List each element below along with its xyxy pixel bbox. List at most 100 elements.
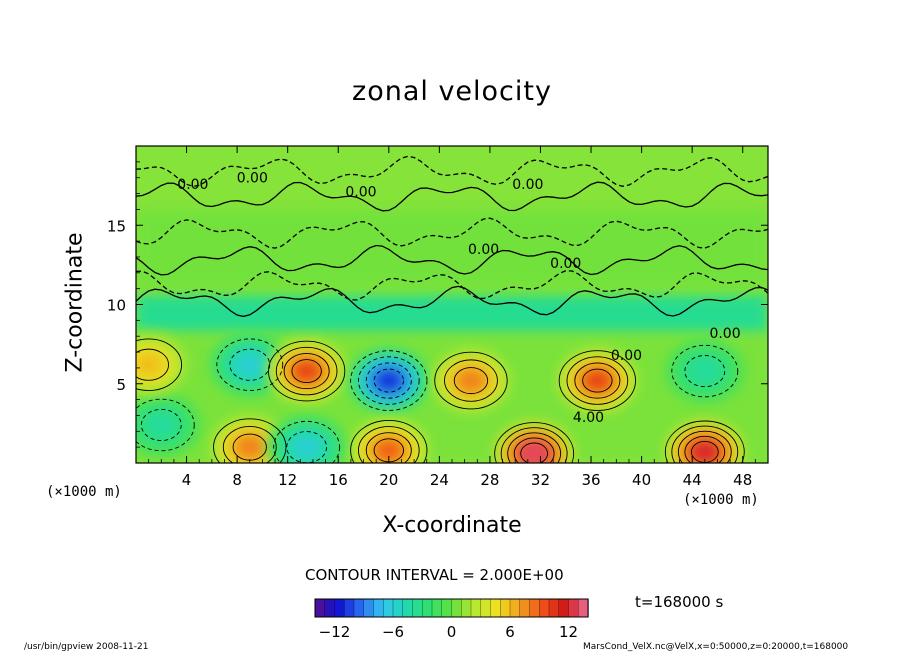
x-tick-label: 40	[632, 471, 651, 489]
contour-ring	[222, 426, 277, 463]
colorbar-segment	[412, 598, 423, 618]
contour-ring	[357, 356, 420, 405]
x-tick-label: 24	[430, 471, 449, 489]
contour-interval-label: CONTOUR INTERVAL = 2.000E+00	[305, 566, 564, 584]
contour-line	[136, 244, 768, 276]
x-tick-label: 12	[278, 471, 297, 489]
contour-line	[136, 217, 768, 249]
contour-ring	[140, 408, 182, 442]
contour-ring	[268, 340, 346, 402]
y-axis-ticks: 5 10 15	[107, 161, 768, 448]
contour-ring	[216, 338, 284, 391]
field-feature	[431, 348, 511, 413]
x-tick-label: 8	[232, 471, 242, 489]
y-tick-label: 15	[107, 217, 126, 235]
x-axis-unit-right: (×1000 m)	[683, 492, 759, 508]
chart-title: zonal velocity	[352, 76, 552, 107]
colorbar-segment	[451, 598, 462, 618]
x-tick-label: 36	[581, 471, 600, 489]
contour-label: 4.00	[573, 410, 604, 426]
x-tick-label: 4	[182, 471, 192, 489]
colorbar-segment	[519, 598, 531, 618]
contour-ring	[373, 368, 404, 393]
colorbar-tick-label: −12	[319, 623, 351, 641]
colorbar-segment	[324, 598, 336, 618]
x-tick-label: 44	[683, 471, 702, 489]
colorbar-segment	[383, 598, 394, 618]
contour-ring	[136, 398, 195, 452]
contour-ring	[273, 420, 341, 463]
contour-ring	[453, 367, 489, 395]
colorbar-segment	[548, 598, 560, 618]
footer-right: MarsCond_VelX.nc@VelX,x=0:50000,z=0:2000…	[583, 642, 849, 652]
contour-ring	[520, 442, 549, 463]
contour-ring	[286, 431, 328, 463]
contour-line	[136, 155, 768, 188]
contour-ring	[664, 420, 745, 463]
colorbar-segment	[441, 598, 453, 618]
colorbar-segment	[558, 598, 570, 618]
time-label: t=168000 s	[635, 593, 724, 611]
colorbar-segment	[470, 598, 482, 618]
x-axis-ticks: 4 8 12 16 20 24 28 32 36 40 44 48	[148, 146, 756, 489]
y-tick-label: 10	[107, 297, 126, 315]
contour-ring	[434, 351, 508, 410]
field-feature	[136, 392, 202, 458]
colorbar-segment	[568, 598, 579, 618]
contour-ring	[136, 338, 183, 391]
field-feature	[136, 332, 189, 398]
contour-line	[136, 270, 768, 301]
y-tick-label: 5	[116, 376, 126, 394]
colorbar-segment	[422, 598, 433, 618]
colorbar-segment	[314, 598, 326, 618]
contour-ring	[582, 368, 613, 393]
contour-ring	[357, 426, 420, 463]
colorbar: −12 −6 0 6 12	[314, 598, 589, 641]
contour-lines: 0.00 0.00 0.00 0.00 0.00 0.00 0.00 0.00 4.00	[136, 155, 768, 463]
contour-label: 0.00	[709, 326, 740, 342]
colorbar-segment	[509, 598, 521, 618]
field-feature	[266, 338, 347, 404]
contour-ring	[677, 430, 732, 463]
contour-ring	[291, 359, 322, 384]
contour-ring	[684, 435, 726, 463]
colorbar-tick-label: 12	[559, 623, 578, 641]
contour-ring	[507, 432, 562, 463]
colorbar-segment	[392, 598, 404, 618]
field-upper-band	[136, 209, 768, 289]
colorbar-tick-label: −6	[382, 623, 404, 641]
contour-ring	[566, 356, 629, 405]
colorbar-segment	[373, 598, 384, 618]
x-tick-label: 20	[379, 471, 398, 489]
field-feature	[348, 418, 429, 463]
contour-ring	[350, 350, 428, 411]
contour-label: 0.00	[237, 170, 268, 186]
contour-ring	[671, 344, 739, 398]
colorbar-segment	[578, 598, 589, 618]
footer-left: /usr/bin/gpview 2008-11-21	[24, 642, 149, 652]
x-tick-label: 32	[531, 471, 550, 489]
contour-ring	[671, 425, 739, 463]
colorbar-tick-label: 0	[447, 623, 457, 641]
contour-ring	[283, 352, 330, 390]
colorbar-frame	[314, 598, 589, 618]
contour-ring	[684, 355, 726, 388]
colorbar-segment	[480, 598, 492, 618]
x-tick-label: 16	[329, 471, 348, 489]
contour-label: 0.00	[512, 177, 543, 193]
colorbar-segment	[402, 598, 414, 618]
field-feature	[664, 338, 745, 404]
x-tick-label: 28	[480, 471, 499, 489]
contour-ring	[494, 422, 575, 463]
colorbar-segment	[344, 598, 355, 618]
colorbar-segment	[363, 598, 375, 618]
colorbar-segment	[500, 598, 511, 618]
x-tick-label: 48	[733, 471, 752, 489]
contour-ring	[558, 350, 636, 411]
colorbar-segment	[490, 598, 501, 618]
contour-ring	[365, 362, 412, 399]
contour-label: 0.00	[611, 348, 642, 364]
colorbar-segment	[431, 598, 443, 618]
y-axis-label: Z-coordinate	[62, 232, 88, 373]
